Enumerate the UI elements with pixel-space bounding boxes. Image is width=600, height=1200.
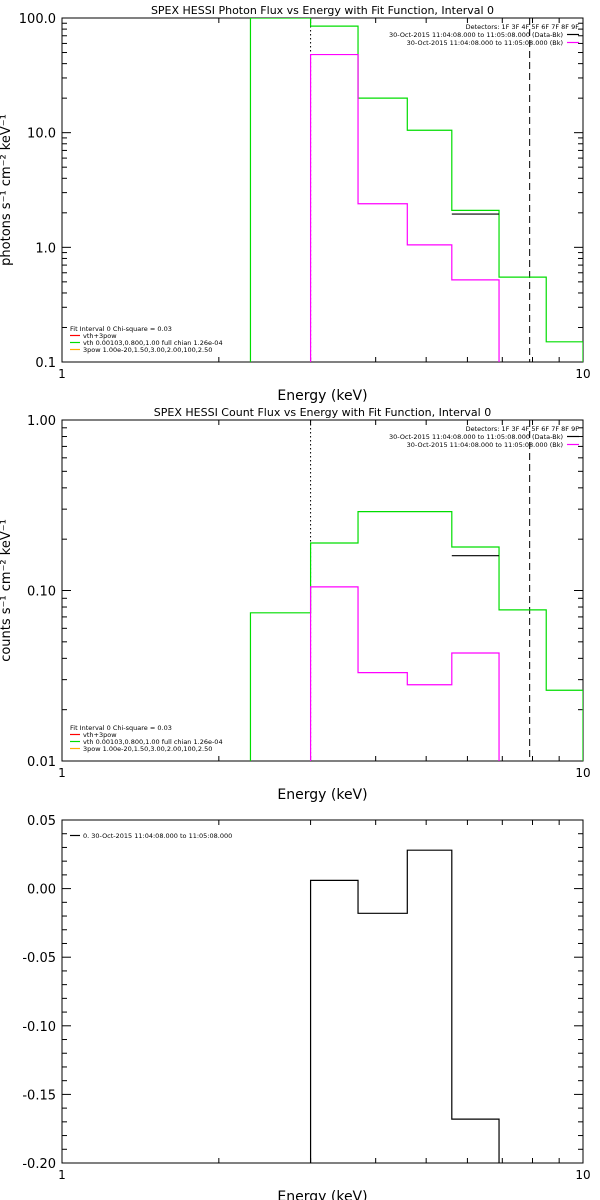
y-tick-label: -0.10 xyxy=(22,1020,56,1035)
y-axis-label: photons s⁻¹ cm⁻² keV⁻¹ xyxy=(0,114,14,266)
y-tick-label: 1.00 xyxy=(27,414,56,429)
y-tick-label: 1.0 xyxy=(35,241,56,256)
y-tick-label: -0.05 xyxy=(22,951,56,966)
y-tick-label: 10.0 xyxy=(27,127,56,142)
legend-entry-label: vth+3pow xyxy=(83,731,117,739)
step-series-1 xyxy=(309,849,500,1163)
chart-title: SPEX HESSI Photon Flux vs Energy with Fi… xyxy=(151,4,494,17)
chart-panel-3: 1 10 0.05 0.00 -0.05 -0.10 -0.15 -0.20 Energy (k… xyxy=(22,814,590,1200)
legend-detectors: Detectors: 1F 3F 4F 5F 6F 7F 8F 9F xyxy=(466,425,580,433)
legend-entry-label: 3pow 1.00e-20,1.50,3.00,2.00,100,2.50 xyxy=(83,745,212,753)
step-series-3 xyxy=(309,586,500,761)
y-tick-label: -0.20 xyxy=(22,1157,56,1172)
legend-entry-label: 3pow 1.00e-20,1.50,3.00,2.00,100,2.50 xyxy=(83,346,212,354)
legend-fit-header: Fit Interval 0 Chi-square = 0.03 xyxy=(70,325,172,333)
legend-entry-label: 30-Oct-2015 11:04:08.000 to 11:05:08.000… xyxy=(407,441,563,449)
x-axis-label: Energy (keV) xyxy=(277,1189,367,1200)
step-series-1 xyxy=(249,18,583,362)
x-tick-label: 1 xyxy=(58,766,66,780)
chart-title: SPEX HESSI Count Flux vs Energy with Fit… xyxy=(154,406,491,419)
y-tick-label: 100.0 xyxy=(19,12,56,27)
chart-panel-2: SPEX HESSI Count Flux vs Energy with Fit… xyxy=(0,406,591,803)
x-axis-label: Energy (keV) xyxy=(277,787,367,803)
plot-frame xyxy=(61,819,584,1164)
chart-panel-1: SPEX HESSI Photon Flux vs Energy with Fi… xyxy=(0,4,591,404)
plot-frame xyxy=(61,419,584,762)
step-series-3 xyxy=(309,53,500,362)
y-tick-label: 0.00 xyxy=(27,883,56,898)
y-tick-label: 0.10 xyxy=(27,585,56,600)
y-tick-label: -0.15 xyxy=(22,1088,56,1103)
legend-entry-label: vth+3pow xyxy=(83,332,117,340)
x-tick-label: 10 xyxy=(575,1168,590,1182)
x-tick-label: 1 xyxy=(58,367,66,381)
legend-entry-label: vth 0.00103,0.800,1.00 full chian 1.26e-… xyxy=(83,738,223,746)
legend-fit-header: Fit Interval 0 Chi-square = 0.03 xyxy=(70,724,172,732)
plot-frame xyxy=(61,17,584,363)
x-axis-label: Energy (keV) xyxy=(277,388,367,404)
plot-data-area xyxy=(249,420,583,761)
legend-entry-label: 30-Oct-2015 11:04:08.000 to 11:05:08.000… xyxy=(389,31,563,39)
y-tick-label: 0.05 xyxy=(27,814,56,829)
legend-entry-label: 0. 30-Oct-2015 11:04:08.000 to 11:05:08.… xyxy=(83,832,232,840)
legend-entry-label: vth 0.00103,0.800,1.00 full chian 1.26e-… xyxy=(83,339,223,347)
x-tick-label: 10 xyxy=(575,367,590,381)
step-series-1 xyxy=(249,511,583,761)
y-axis-label: counts s⁻¹ cm⁻² keV⁻¹ xyxy=(0,519,14,662)
plot-data-area xyxy=(309,849,500,1163)
y-tick-label: 0.1 xyxy=(35,356,56,371)
x-tick-label: 10 xyxy=(575,766,590,780)
legend-entry-label: 30-Oct-2015 11:04:08.000 to 11:05:08.000… xyxy=(407,39,563,47)
y-tick-label: 0.01 xyxy=(27,755,56,770)
x-tick-label: 1 xyxy=(58,1168,66,1182)
plot-data-area xyxy=(249,18,583,362)
legend-detectors: Detectors: 1F 3F 4F 5F 6F 7F 8F 9F xyxy=(466,23,580,31)
legend-entry-label: 30-Oct-2015 11:04:08.000 to 11:05:08.000… xyxy=(389,433,563,441)
